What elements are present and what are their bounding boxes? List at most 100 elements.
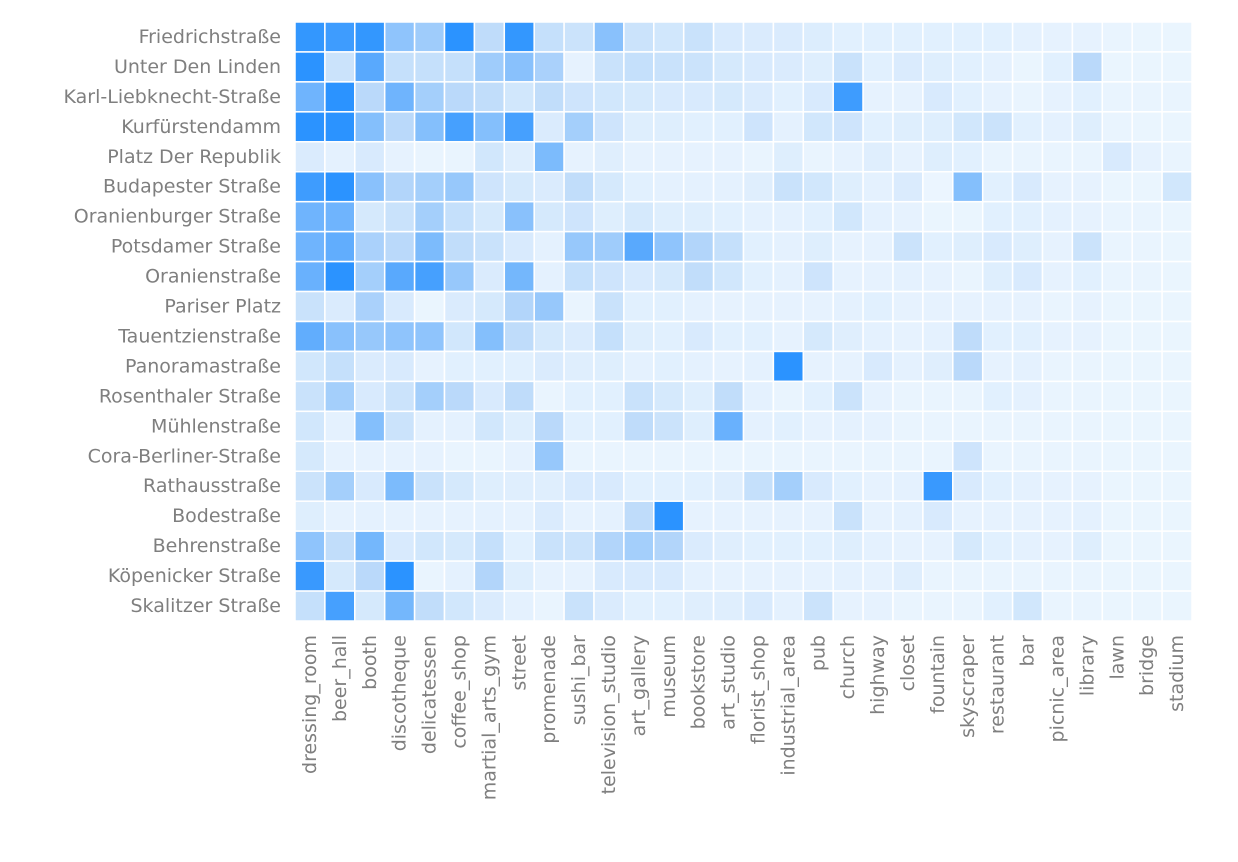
heatmap-cell	[1101, 200, 1133, 233]
heatmap-cell	[862, 111, 894, 143]
heatmap-cell	[383, 320, 416, 353]
heatmap-cell	[653, 500, 685, 532]
heatmap-cell	[563, 500, 595, 532]
heatmap-cell	[952, 530, 984, 562]
heatmap-cell	[653, 141, 685, 173]
heatmap-cell	[593, 530, 625, 562]
heatmap-cell	[623, 320, 655, 353]
heatmap-cell	[533, 51, 565, 83]
heatmap-cell	[1101, 500, 1133, 532]
row-label: Rathausstraße	[143, 475, 281, 497]
heatmap-cell	[383, 350, 416, 383]
heatmap-cell	[503, 560, 535, 592]
heatmap-cell	[443, 470, 476, 502]
heatmap-cell	[473, 21, 506, 53]
heatmap-cell	[892, 21, 924, 53]
heatmap-cell	[623, 81, 655, 113]
heatmap-cell	[1131, 320, 1163, 353]
heatmap-cell	[563, 81, 595, 113]
heatmap-cell	[383, 260, 416, 293]
heatmap-cell	[1161, 500, 1193, 532]
heatmap-cell	[802, 410, 834, 443]
heatmap-cell	[623, 51, 655, 83]
heatmap-cell	[1161, 81, 1193, 113]
heatmap-cell	[862, 530, 894, 562]
heatmap-cell	[473, 81, 506, 113]
heatmap-cell	[892, 290, 924, 323]
heatmap-cell	[294, 111, 326, 143]
heatmap-cell	[712, 200, 745, 233]
column-label: restaurant	[987, 635, 1009, 734]
column-label: bar	[1017, 635, 1039, 667]
heatmap-cell	[473, 530, 506, 562]
heatmap-cell	[354, 290, 386, 323]
heatmap-cell	[354, 111, 386, 143]
heatmap-cell	[802, 350, 834, 383]
heatmap-cell	[593, 260, 625, 293]
heatmap-cell	[802, 21, 834, 53]
heatmap-cell	[802, 290, 834, 323]
heatmap-cell	[383, 500, 416, 532]
heatmap-cell	[324, 500, 356, 532]
row-label: Behrenstraße	[153, 535, 281, 557]
heatmap-cell	[952, 171, 984, 203]
heatmap-cell	[1131, 470, 1163, 502]
heatmap-cell	[443, 500, 476, 532]
column-label: sushi_bar	[568, 635, 590, 725]
heatmap-cell	[1071, 440, 1104, 472]
heatmap-cell	[832, 51, 864, 83]
heatmap-cell	[772, 51, 805, 83]
heatmap-cell	[653, 350, 685, 383]
heatmap-cell	[383, 171, 416, 203]
heatmap-cell	[802, 141, 834, 173]
heatmap-cell	[772, 380, 805, 413]
heatmap-cell	[1041, 230, 1074, 263]
heatmap-cell	[354, 560, 386, 592]
heatmap-cell	[1071, 260, 1104, 293]
heatmap-cell	[533, 200, 565, 233]
heatmap-cell	[952, 81, 984, 113]
heatmap-cell	[1161, 230, 1193, 263]
column-label: bookstore	[688, 635, 710, 729]
row-label: Platz Der Republik	[107, 146, 281, 168]
heatmap-cell	[802, 51, 834, 83]
row-label: Bodestraße	[172, 505, 281, 527]
row-label: Mühlenstraße	[151, 415, 281, 437]
column-label: delicatessen	[419, 635, 441, 754]
heatmap-cell	[1071, 171, 1104, 203]
heatmap-cell	[443, 380, 476, 413]
column-label: art_studio	[718, 635, 740, 730]
heatmap-cell	[1011, 500, 1044, 532]
heatmap-cell	[682, 200, 715, 233]
heatmap-cell	[413, 51, 446, 83]
heatmap-cell	[443, 171, 476, 203]
column-label: picnic_area	[1046, 635, 1068, 742]
heatmap-cell	[682, 320, 715, 353]
heatmap-cell	[653, 320, 685, 353]
heatmap-cell	[802, 260, 834, 293]
heatmap-cell	[922, 141, 954, 173]
heatmap-cell	[742, 51, 775, 83]
heatmap-cell	[533, 530, 565, 562]
column-label: museum	[658, 635, 680, 718]
heatmap-cell	[832, 290, 864, 323]
heatmap-cell	[533, 410, 565, 443]
heatmap-cell	[1161, 440, 1193, 472]
heatmap-cell	[1101, 530, 1133, 562]
heatmap-cell	[802, 380, 834, 413]
heatmap-cell	[1041, 320, 1074, 353]
heatmap-cell	[1101, 81, 1133, 113]
heatmap-cell	[354, 470, 386, 502]
heatmap-cell	[682, 111, 715, 143]
heatmap-cell	[533, 141, 565, 173]
heatmap-cell	[892, 530, 924, 562]
heatmap-cell	[1161, 200, 1193, 233]
heatmap-cell	[1101, 21, 1133, 53]
heatmap-cell	[443, 530, 476, 562]
heatmap-cell	[1071, 230, 1104, 263]
heatmap-cell	[503, 171, 535, 203]
heatmap-cell	[802, 530, 834, 562]
heatmap-cell	[354, 530, 386, 562]
heatmap-cell	[413, 21, 446, 53]
heatmap-cell	[1101, 590, 1133, 622]
